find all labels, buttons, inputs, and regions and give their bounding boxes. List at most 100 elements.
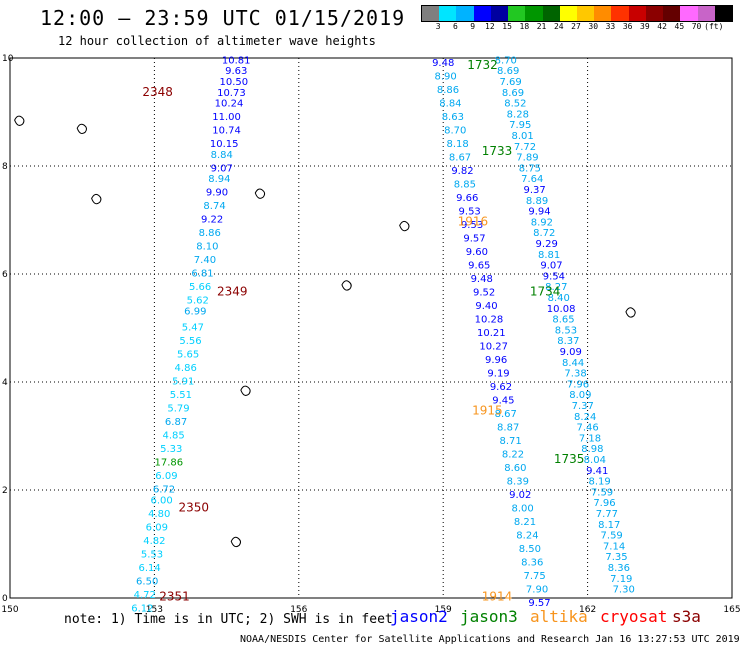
wave-height-value: 8.92 (531, 217, 553, 228)
color-swatch (680, 6, 698, 21)
wave-height-value: 5.56 (179, 336, 201, 347)
color-swatch (645, 6, 664, 21)
wave-height-value: 9.96 (485, 355, 507, 366)
wave-height-value: 8.27 (545, 282, 567, 293)
color-swatch (697, 6, 715, 21)
wave-height-value: 4.72 (134, 590, 156, 601)
y-tick-label: 2 (2, 486, 8, 496)
pass-time-label: 2350 (178, 501, 209, 515)
wave-height-value: 8.70 (495, 55, 517, 66)
color-scale-label: 36 (622, 22, 633, 31)
color-swatch (525, 6, 543, 21)
pass-time-label: 1734 (530, 285, 561, 299)
color-scale-label: 70 (691, 22, 702, 31)
color-scale-labels: 3 6 9 12 15 18 21 24 27 30 33 36 39 42 45 70 (ft) (421, 22, 731, 34)
wave-height-value: 9.54 (543, 271, 565, 282)
footer-credit: NOAA/NESDIS Center for Satellite Applica… (240, 634, 740, 645)
wave-height-value: 7.75 (524, 571, 546, 582)
color-scale-label: 15 (502, 22, 512, 31)
wave-height-value: 9.65 (468, 261, 490, 272)
color-scale-label: 9 (470, 22, 476, 31)
color-scale-label: 30 (588, 22, 599, 31)
color-scale-label: 6 (453, 22, 458, 31)
wave-height-value: 10.21 (477, 328, 506, 339)
wave-height-value: 9.37 (524, 185, 546, 196)
wave-height-value: 9.22 (201, 215, 223, 226)
wave-height-value: 8.19 (589, 477, 611, 488)
wave-height-value: 8.85 (454, 180, 476, 191)
wave-height-value: 8.37 (557, 336, 579, 347)
wave-height-value: 5.79 (167, 404, 189, 415)
wave-height-value: 6.81 (191, 269, 213, 280)
color-scale-label: 45 (674, 22, 685, 31)
color-swatch (422, 6, 440, 21)
wave-height-value: 10.08 (547, 304, 576, 315)
wave-height-value: 8.84 (211, 150, 233, 161)
color-swatch (576, 6, 595, 21)
map-title: 12:00 — 23:59 UTC 01/15/2019 (40, 6, 406, 30)
wave-height-value: 9.19 (487, 369, 509, 380)
wave-height-value: 8.01 (511, 131, 533, 142)
wave-height-value: 9.29 (536, 239, 558, 250)
wave-height-value: 9.66 (456, 193, 478, 204)
color-scale-bar (421, 5, 733, 22)
wave-height-value: 7.35 (605, 552, 627, 563)
wave-height-value: 8.50 (519, 544, 541, 555)
wave-height-value: 8.36 (521, 558, 543, 569)
pass-time-label: 2349 (217, 285, 248, 299)
wave-height-value: 6.09 (155, 471, 177, 482)
color-swatch (611, 6, 629, 21)
wave-height-value: 9.90 (206, 188, 228, 199)
wave-height-value: 17.86 (155, 458, 184, 469)
wave-height-value: 7.95 (509, 120, 531, 131)
wave-height-value: 9.82 (451, 166, 473, 177)
wave-height-value: 8.28 (507, 109, 529, 120)
wave-height-value: 8.74 (203, 201, 225, 212)
wave-height-value: 7.38 (564, 369, 586, 380)
wave-height-value: 10.27 (479, 342, 508, 353)
wave-height-value: 8.71 (499, 436, 521, 447)
color-swatch (559, 6, 577, 21)
color-scale-label: 3 (435, 22, 441, 31)
x-tick-label: 162 (579, 605, 596, 615)
wave-height-value: 9.45 (492, 396, 514, 407)
island-west-2 (76, 123, 87, 135)
wave-height-value: 8.24 (516, 531, 538, 542)
color-scale-label: 12 (485, 22, 495, 31)
wave-height-value: 9.52 (473, 288, 495, 299)
wave-height-value: 5.62 (187, 296, 209, 307)
wave-height-value: 7.19 (610, 574, 632, 585)
wave-height-value: 6.87 (165, 417, 187, 428)
wave-height-value: 8.84 (439, 99, 461, 110)
wave-height-value: 7.64 (521, 174, 543, 185)
wave-height-value: 6.12 (131, 604, 153, 615)
y-tick-label: 0 (2, 594, 8, 604)
island-kosrae (625, 307, 636, 318)
wave-height-value: 9.53 (461, 220, 483, 231)
color-scale-label: 18 (519, 22, 530, 31)
x-tick-label: 150 (1, 605, 18, 615)
pass-time-label: 1916 (458, 214, 489, 228)
wave-height-value: 6.72 (153, 485, 175, 496)
wave-height-value: 8.69 (502, 88, 524, 99)
wave-height-value: 8.60 (504, 463, 526, 474)
wave-height-value: 8.39 (507, 477, 529, 488)
wave-height-value: 6.14 (138, 563, 160, 574)
wave-height-value: 9.53 (459, 207, 481, 218)
legend-altika: altika (530, 607, 588, 626)
color-scale-label: 42 (657, 22, 667, 31)
island-nukuoro (240, 385, 251, 396)
pass-time-label: 1735 (554, 452, 585, 466)
island-pohnpei-b (399, 220, 410, 232)
y-tick-label: 6 (2, 270, 8, 280)
units-note: note: 1) Time is in UTC; 2) SWH is in fe… (64, 612, 393, 627)
map-frame (9, 57, 733, 599)
color-swatch (714, 6, 732, 21)
color-scale-label: 39 (640, 22, 650, 31)
color-swatch (456, 6, 474, 21)
x-tick-label: 165 (723, 605, 740, 615)
wave-height-value: 8.67 (449, 153, 471, 164)
legend-cryosat: cryosat (600, 607, 668, 626)
wave-height-value: 7.40 (194, 255, 216, 266)
